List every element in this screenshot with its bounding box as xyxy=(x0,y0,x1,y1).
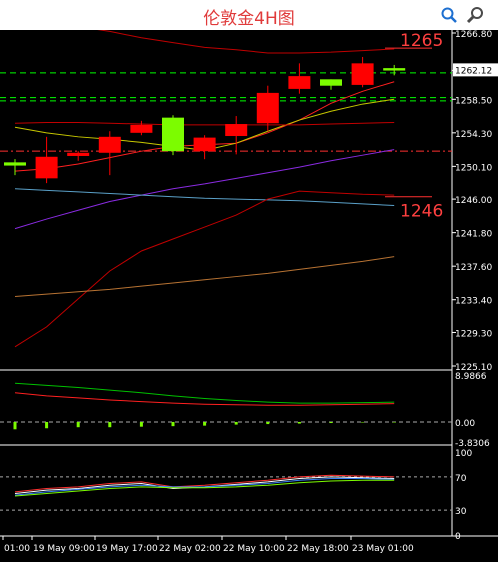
oscillator-tick-label: 100 xyxy=(455,449,472,459)
candle-bull xyxy=(320,79,342,86)
oscillator-tick-label: 0 xyxy=(455,532,461,542)
macd-tick-label: 0.00 xyxy=(455,419,475,429)
price-tick-label: 1246.00 xyxy=(455,196,492,206)
title-bar: 伦敦金4H图 xyxy=(0,0,498,31)
time-tick-label: 22 May 10:00 xyxy=(223,544,285,554)
macd-bar xyxy=(297,421,301,424)
macd-bar xyxy=(392,421,396,423)
time-tick-label: 19 May 17:00 xyxy=(96,544,158,554)
moving-average-line xyxy=(97,30,395,54)
oscillator-series-line xyxy=(14,479,395,497)
candle-bull xyxy=(162,117,184,152)
price-tick-label: 1258.50 xyxy=(455,96,492,106)
candle-bear xyxy=(225,124,248,137)
price-tick-label: 1233.40 xyxy=(455,297,492,307)
price-tick-label: 1241.80 xyxy=(455,230,492,240)
oscillator-tick-label: 70 xyxy=(455,474,467,484)
oscillator-series-line xyxy=(14,478,395,496)
candle-bear xyxy=(288,76,311,89)
chart-svg[interactable]: 1266.80 1262.12 1258.50 1254.30 1250.10 1246.… xyxy=(0,30,498,562)
window-title: 伦敦金4H图 xyxy=(203,9,295,29)
price-tick-label: 1225.10 xyxy=(455,363,492,373)
macd-bar xyxy=(139,421,143,427)
oscillator-tick-label: 30 xyxy=(455,507,467,517)
time-tick-label: 19 May 09:00 xyxy=(33,544,95,554)
search-icon[interactable] xyxy=(440,6,458,24)
current-price-box xyxy=(453,63,498,77)
macd-bar xyxy=(45,421,49,429)
macd-signal-line xyxy=(14,392,395,406)
candle-bull xyxy=(4,162,26,166)
candle-bear xyxy=(256,92,279,124)
moving-average-line xyxy=(14,188,395,206)
macd-bar xyxy=(266,421,270,425)
candle-bear xyxy=(351,63,374,85)
oscillator-series-line xyxy=(14,474,395,493)
macd-tick-label: -3.8306 xyxy=(455,439,490,449)
current-price-label: 1262.12 xyxy=(455,66,492,76)
macd-bar xyxy=(203,421,207,426)
macd-signal-line xyxy=(14,382,395,404)
time-tick-label: 01:00 xyxy=(4,544,30,554)
price-tick-label: 1229.30 xyxy=(455,329,492,339)
macd-bar xyxy=(329,421,333,424)
moving-average-line xyxy=(14,256,395,298)
moving-average-line xyxy=(14,121,395,126)
candle-bear xyxy=(35,156,58,179)
price-tick-label: 1254.30 xyxy=(455,130,492,140)
macd-bar xyxy=(361,421,365,423)
macd-bar xyxy=(108,421,112,428)
candle-bear xyxy=(67,152,90,156)
price-tick-label: 1266.80 xyxy=(455,30,492,40)
candle-bear xyxy=(193,137,216,152)
macd-tick-label: 8.9866 xyxy=(455,372,487,382)
macd-bar xyxy=(76,421,80,428)
moving-average-line xyxy=(14,190,395,348)
candle-bear xyxy=(98,136,121,153)
macd-bar xyxy=(13,421,17,430)
chart-area[interactable]: 1266.80 1262.12 1258.50 1254.30 1250.10 1246.… xyxy=(0,30,498,562)
macd-bar xyxy=(171,421,175,427)
time-tick-label: 22 May 18:00 xyxy=(287,544,349,554)
moving-average-line xyxy=(14,149,395,230)
chart-background xyxy=(0,30,498,562)
macd-bar xyxy=(234,421,238,425)
zoom-icon[interactable] xyxy=(466,6,484,24)
support-label: 1246 xyxy=(400,202,443,222)
candle-bear xyxy=(130,124,153,133)
time-tick-label: 23 May 01:00 xyxy=(352,544,414,554)
resistance-label: 1265 xyxy=(400,31,443,51)
time-tick-label: 22 May 02:00 xyxy=(159,544,221,554)
price-tick-label: 1250.10 xyxy=(455,163,492,173)
price-tick-label: 1237.60 xyxy=(455,263,492,273)
candle-bull xyxy=(383,68,406,71)
